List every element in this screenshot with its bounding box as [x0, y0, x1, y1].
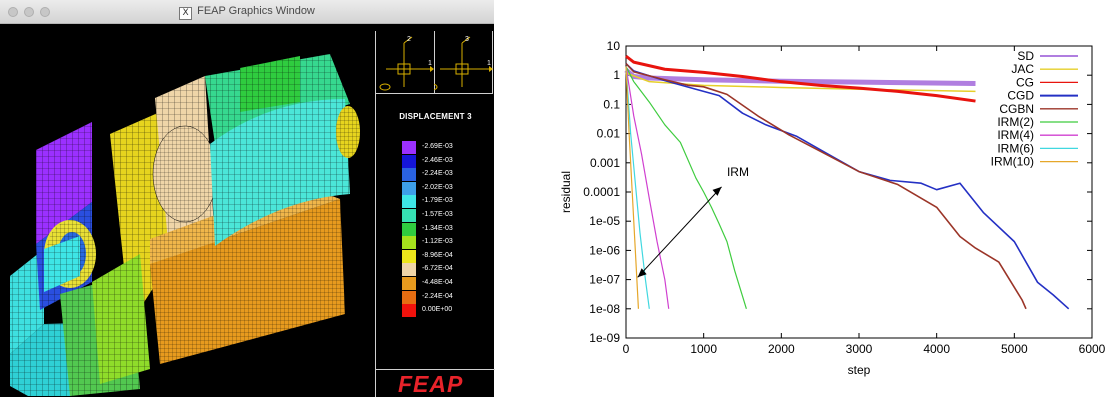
series-line — [625, 63, 1027, 310]
legend-value: -2.02E-03 — [422, 183, 453, 191]
axis-triad-icon: 2 1 — [379, 36, 434, 91]
irm-annotation: IRM — [637, 165, 749, 278]
legend-swatch — [402, 236, 416, 250]
legend-swatch — [402, 181, 416, 195]
legend-label: CGD — [1007, 89, 1034, 103]
y-tick-label: 1e-07 — [589, 273, 620, 287]
legend-value: -1.34E-03 — [422, 224, 453, 232]
axis-label-1: 1 — [428, 60, 432, 67]
y-tick-label: 0.01 — [597, 127, 621, 141]
mesh-model — [10, 54, 360, 396]
mesh-viewport[interactable] — [0, 24, 376, 397]
legend-value: -2.24E-03 — [422, 170, 453, 178]
legend-swatch — [402, 304, 416, 318]
x-tick-label: 3000 — [846, 342, 873, 356]
legend-value: -6.72E-04 — [422, 265, 453, 273]
zoom-button[interactable] — [40, 7, 50, 17]
legend-value: -1.57E-03 — [422, 211, 453, 218]
legend-label: JAC — [1011, 62, 1034, 76]
axis-triad-2-1: 2 1 — [376, 31, 435, 94]
series-line — [624, 68, 976, 86]
series-line — [625, 62, 1070, 310]
minimize-button[interactable] — [24, 7, 34, 17]
axis-ticks: 0 1000 2000 3000 4000 5000 6000 10 1 0.1 0.01 0.001… — [583, 39, 1105, 356]
annotation-arrowhead — [712, 186, 722, 196]
legend-swatch — [402, 168, 416, 182]
x-axis-label: step — [848, 363, 871, 377]
legend-title: DISPLACEMENT 3 — [399, 112, 472, 121]
close-button[interactable] — [8, 7, 18, 17]
legend-swatch — [402, 222, 416, 236]
y-tick-label: 1 — [613, 68, 620, 82]
y-tick-label: 1e-06 — [589, 243, 620, 257]
axis-label-2: 2 — [407, 36, 411, 43]
annotation-label: IRM — [727, 165, 749, 179]
legend-value: 0.00E+00 — [422, 306, 453, 314]
y-tick-label: 1e-05 — [589, 214, 620, 228]
annotation-arrowhead — [637, 268, 647, 278]
legend-swatch — [402, 195, 416, 209]
series-line — [625, 66, 747, 309]
window-title: FEAP Graphics Window — [197, 5, 315, 17]
y-tick-label: 1e-08 — [589, 302, 620, 316]
y-axis-label: residual — [559, 171, 573, 213]
legend-label: IRM(2) — [997, 115, 1034, 129]
series-line — [625, 66, 650, 309]
window-title-area: X FEAP Graphics Window — [0, 5, 494, 20]
legend-swatch — [402, 154, 416, 168]
y-tick-label: 0.001 — [590, 156, 620, 170]
legend-label: IRM(6) — [997, 141, 1034, 155]
legend-swatch — [402, 209, 416, 222]
brand-box: FEAP — [376, 369, 495, 398]
legend-value: -2.46E-03 — [422, 156, 453, 164]
series-line — [625, 66, 670, 309]
x-tick-label: 4000 — [923, 342, 950, 356]
axis-label-3: 3 — [465, 36, 469, 43]
feap-logo: FEAP — [398, 371, 464, 397]
residual-chart: 0 1000 2000 3000 4000 5000 6000 10 1 0.1 0.01 0.001… — [559, 39, 1106, 377]
y-tick-label: 1e-09 — [589, 331, 620, 345]
x-tick-label: 1000 — [690, 342, 717, 356]
legend-swatch — [402, 263, 416, 277]
y-tick-label: 0.1 — [603, 97, 620, 111]
x-tick-label: 5000 — [1001, 342, 1028, 356]
legend-label: CGBN — [999, 102, 1034, 116]
x-tick-label: 6000 — [1079, 342, 1106, 356]
legend-label: IRM(4) — [997, 128, 1034, 142]
legend-value: -8.96E-04 — [422, 251, 453, 259]
legend-value: -2.69E-03 — [422, 143, 453, 150]
feap-graphics-window: X FEAP Graphics Window — [0, 0, 495, 397]
x-tick-label: 0 — [623, 342, 630, 356]
legend-value: -1.79E-03 — [422, 197, 453, 205]
legend-swatch — [402, 277, 416, 290]
y-tick-label: 0.0001 — [583, 185, 620, 199]
series-lines — [624, 54, 1070, 310]
legend-label: IRM(10) — [991, 155, 1034, 169]
legend-swatch — [402, 290, 416, 304]
x11-icon: X — [179, 7, 193, 20]
legend-label: CG — [1016, 75, 1034, 89]
series-line — [625, 66, 640, 309]
legend-value: -1.12E-03 — [422, 238, 453, 246]
x-tick-label: 2000 — [768, 342, 795, 356]
series-line — [625, 54, 976, 103]
legend-swatch — [402, 249, 416, 263]
annotation-arrow — [637, 186, 722, 278]
axis-label-1: 1 — [487, 60, 491, 67]
y-tick-label: 10 — [607, 39, 621, 53]
axis-triad-icon: 3 1 — [426, 36, 493, 91]
legend-swatch — [402, 141, 416, 154]
legend-panel: 2 1 3 1 DISPLACEMENT 3 -2.69E-03 -2.46E-0… — [375, 31, 495, 397]
legend-label: SD — [1017, 49, 1034, 63]
legend-value: -4.48E-04 — [422, 279, 453, 286]
legend-value: -2.24E-04 — [422, 292, 453, 300]
axis-triad-3-1: 3 1 — [426, 31, 493, 94]
window-titlebar: X FEAP Graphics Window — [0, 0, 494, 24]
